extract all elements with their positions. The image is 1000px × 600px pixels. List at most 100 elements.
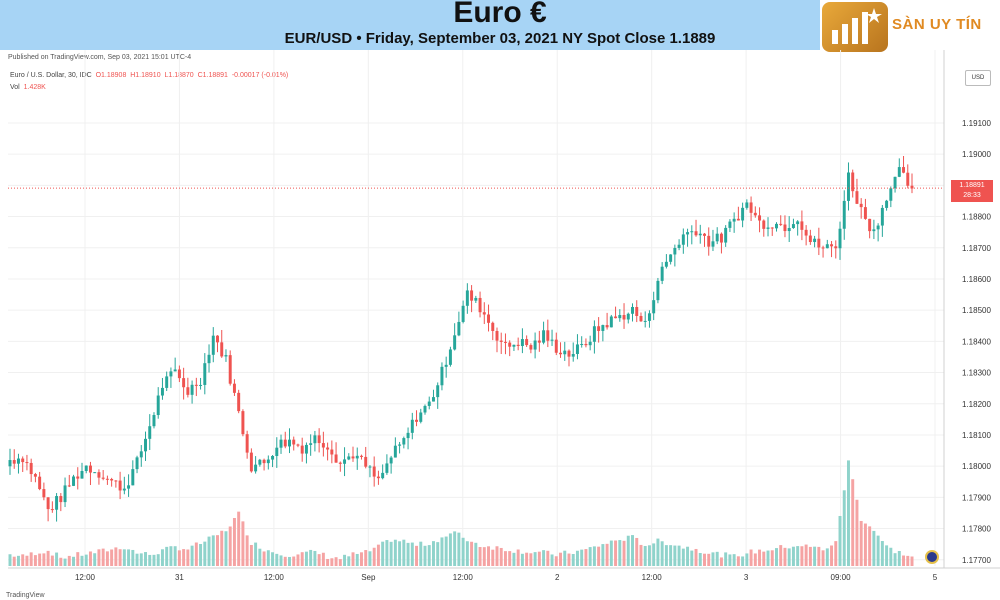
candle-body bbox=[444, 364, 448, 367]
volume-bar bbox=[317, 554, 321, 566]
candle-body bbox=[783, 224, 787, 232]
volume-bar bbox=[55, 552, 59, 566]
volume-bar bbox=[745, 553, 749, 566]
candle-body bbox=[12, 460, 16, 464]
candle-body bbox=[601, 325, 605, 331]
volume-bar bbox=[25, 555, 29, 566]
candle-body bbox=[372, 466, 376, 477]
session-marker-icon bbox=[925, 550, 939, 564]
candle-body bbox=[902, 167, 906, 173]
volume-bar bbox=[673, 545, 677, 566]
candle-body bbox=[338, 462, 342, 464]
volume-bar bbox=[694, 548, 698, 566]
candle-body bbox=[237, 392, 241, 412]
candle-body bbox=[88, 465, 92, 473]
candle-body bbox=[190, 384, 194, 395]
y-tick-label: 1.18700 bbox=[962, 244, 991, 253]
candle-body bbox=[863, 207, 867, 219]
volume-bar bbox=[690, 550, 694, 566]
candle-body bbox=[347, 456, 351, 460]
candle-body bbox=[330, 449, 334, 455]
candle-body bbox=[550, 339, 554, 341]
y-tick-label: 1.17700 bbox=[962, 556, 991, 565]
candle-body bbox=[326, 447, 330, 450]
volume-bar bbox=[622, 540, 626, 566]
candle-body bbox=[139, 451, 143, 458]
candle-body bbox=[364, 456, 368, 467]
candle-body bbox=[254, 464, 258, 472]
volume-bar bbox=[834, 541, 838, 566]
candle-body bbox=[93, 472, 97, 474]
volume-bar bbox=[76, 552, 80, 566]
candle-body bbox=[889, 188, 893, 201]
y-tick-label: 1.18000 bbox=[962, 462, 991, 471]
volume-bar bbox=[779, 545, 783, 566]
candle-body bbox=[385, 463, 389, 473]
volume-bar bbox=[503, 551, 507, 566]
volume-bar bbox=[601, 544, 605, 566]
candle-body bbox=[415, 419, 419, 422]
volume-bar bbox=[749, 549, 753, 566]
candle-body bbox=[228, 355, 232, 384]
candle-body bbox=[728, 221, 732, 228]
volume-bar bbox=[631, 535, 634, 566]
candle-body bbox=[910, 185, 914, 189]
volume-bar bbox=[897, 550, 901, 566]
candle-body bbox=[465, 290, 469, 306]
candle-body bbox=[677, 244, 681, 248]
volume-bar bbox=[855, 499, 859, 566]
y-tick-label: 1.18100 bbox=[962, 431, 991, 440]
volume-bar bbox=[453, 531, 457, 566]
volume-bar bbox=[8, 554, 12, 566]
candle-body bbox=[436, 385, 440, 398]
volume-bar bbox=[520, 553, 524, 566]
candle-body bbox=[59, 496, 63, 503]
candle-body bbox=[389, 457, 393, 464]
candle-body bbox=[402, 438, 406, 445]
candle-body bbox=[906, 172, 910, 186]
candle-body bbox=[575, 344, 579, 354]
candle-body bbox=[478, 297, 482, 313]
chart-title: Euro € bbox=[453, 0, 547, 29]
candle-body bbox=[283, 439, 287, 447]
candle-body bbox=[160, 387, 164, 396]
candle-body bbox=[656, 280, 660, 301]
candle-body bbox=[114, 480, 118, 482]
candle-body bbox=[440, 366, 444, 386]
volume-bar bbox=[347, 556, 351, 566]
volume-bar bbox=[787, 548, 791, 566]
volume-bar bbox=[296, 554, 300, 566]
candle-body bbox=[21, 458, 25, 463]
candle-body bbox=[245, 434, 249, 453]
volume-bar bbox=[512, 552, 516, 566]
candle-body bbox=[156, 395, 160, 416]
y-tick-label: 1.17900 bbox=[962, 493, 991, 502]
volume-bar bbox=[753, 553, 757, 566]
volume-bar bbox=[537, 551, 541, 566]
candle-body bbox=[817, 238, 821, 248]
currency-button[interactable]: USD bbox=[965, 70, 991, 86]
volume-bar bbox=[169, 546, 173, 566]
volume-bar bbox=[762, 551, 766, 566]
candle-body bbox=[351, 456, 355, 459]
candle-body bbox=[216, 335, 219, 343]
candle-body bbox=[851, 172, 855, 192]
candle-body bbox=[182, 378, 186, 388]
volume-bar bbox=[482, 547, 486, 566]
candle-body bbox=[122, 488, 126, 491]
volume-bar bbox=[194, 542, 198, 566]
candle-body bbox=[262, 459, 266, 464]
candle-body bbox=[46, 497, 50, 510]
candle-body bbox=[533, 340, 537, 350]
candle-body bbox=[800, 221, 804, 230]
candle-body bbox=[664, 261, 668, 267]
candle-body bbox=[63, 485, 67, 503]
volume-bar bbox=[355, 553, 359, 566]
volume-bar bbox=[393, 539, 397, 566]
volume-bar bbox=[508, 551, 512, 566]
candle-body bbox=[186, 387, 190, 395]
candle-body bbox=[609, 316, 613, 328]
candle-body bbox=[592, 326, 596, 342]
volume-bar bbox=[546, 550, 550, 566]
